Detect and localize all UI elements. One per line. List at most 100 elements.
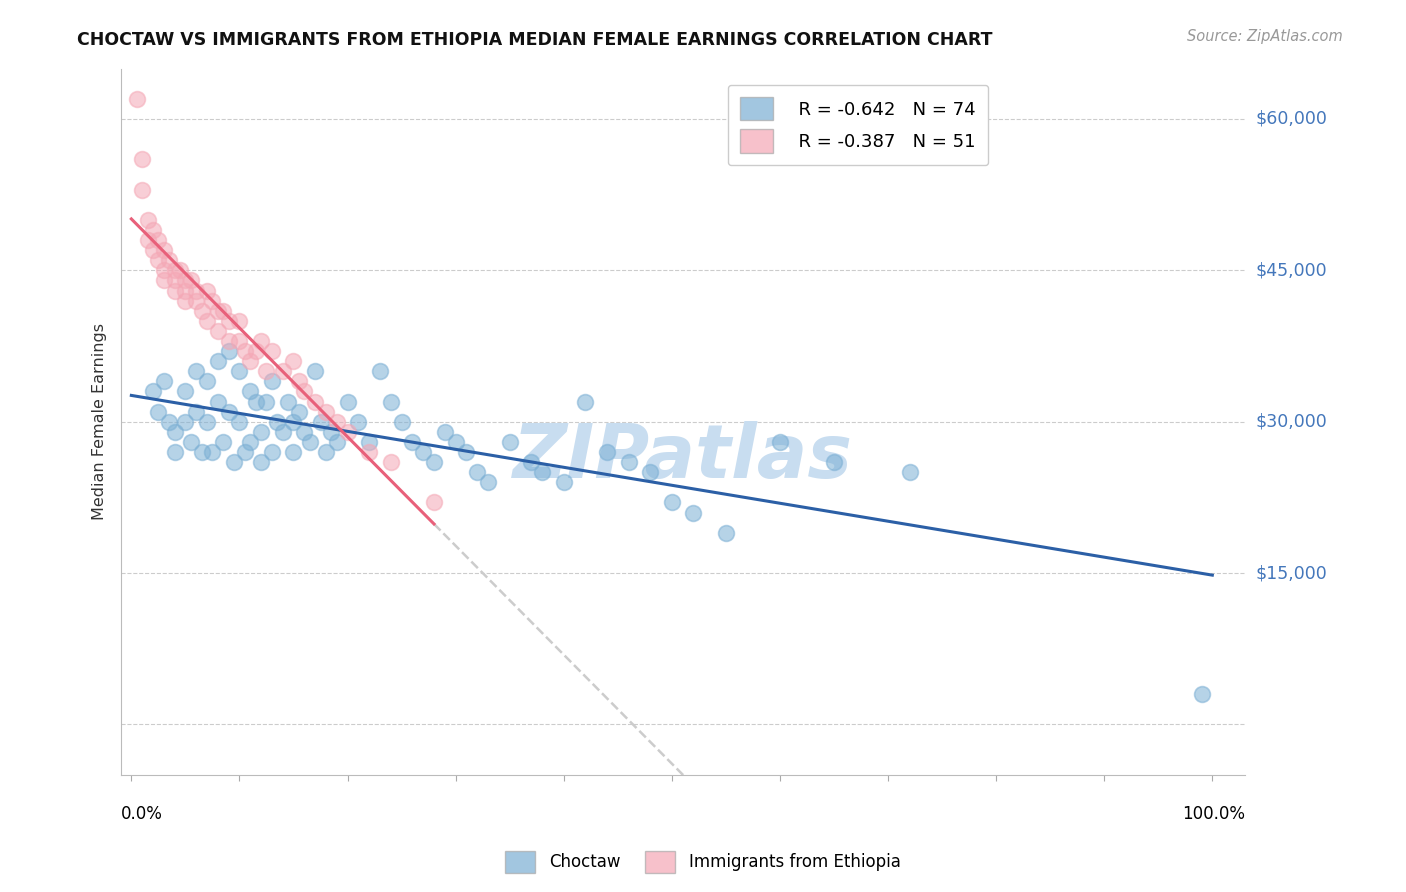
- Point: [423, 455, 446, 469]
- Point: [152, 263, 174, 277]
- Point: [163, 263, 186, 277]
- Point: [190, 445, 212, 459]
- Point: [212, 303, 235, 318]
- Point: [423, 495, 446, 509]
- Point: [186, 284, 208, 298]
- Point: [152, 375, 174, 389]
- Point: [195, 415, 218, 429]
- Point: [520, 455, 543, 469]
- Point: [477, 475, 499, 490]
- Point: [714, 525, 737, 540]
- Point: [250, 455, 273, 469]
- Point: [465, 465, 488, 479]
- Point: [228, 334, 250, 348]
- Point: [174, 284, 197, 298]
- Point: [180, 273, 202, 287]
- Point: [456, 445, 478, 459]
- Point: [169, 263, 191, 277]
- Point: [277, 394, 299, 409]
- Point: [638, 465, 661, 479]
- Point: [228, 415, 250, 429]
- Point: [148, 233, 170, 247]
- Point: [823, 455, 845, 469]
- Point: [239, 384, 262, 399]
- Point: [292, 384, 315, 399]
- Point: [315, 445, 337, 459]
- Point: [218, 314, 240, 328]
- Point: [682, 506, 704, 520]
- Point: [298, 434, 321, 449]
- Point: [233, 445, 256, 459]
- Point: [239, 434, 262, 449]
- Point: [233, 344, 256, 359]
- Point: [152, 243, 174, 257]
- Text: ZIPatlas: ZIPatlas: [513, 420, 852, 493]
- Point: [195, 314, 218, 328]
- Point: [617, 455, 640, 469]
- Point: [136, 213, 159, 227]
- Point: [412, 445, 434, 459]
- Point: [142, 384, 165, 399]
- Point: [245, 394, 267, 409]
- Point: [391, 415, 413, 429]
- Point: [283, 415, 305, 429]
- Text: $45,000: $45,000: [1256, 261, 1327, 279]
- Point: [256, 394, 278, 409]
- Point: [163, 273, 186, 287]
- Point: [304, 394, 326, 409]
- Point: [163, 445, 186, 459]
- Point: [661, 495, 683, 509]
- Point: [131, 153, 153, 167]
- Point: [596, 445, 619, 459]
- Point: [212, 434, 235, 449]
- Point: [195, 284, 218, 298]
- Point: [401, 434, 423, 449]
- Point: [163, 425, 186, 439]
- Point: [271, 425, 294, 439]
- Point: [283, 445, 305, 459]
- Text: CHOCTAW VS IMMIGRANTS FROM ETHIOPIA MEDIAN FEMALE EARNINGS CORRELATION CHART: CHOCTAW VS IMMIGRANTS FROM ETHIOPIA MEDI…: [77, 31, 993, 49]
- Point: [222, 455, 245, 469]
- Point: [250, 425, 273, 439]
- Point: [142, 223, 165, 237]
- Point: [148, 253, 170, 268]
- Point: [228, 364, 250, 378]
- Point: [444, 434, 467, 449]
- Text: Source: ZipAtlas.com: Source: ZipAtlas.com: [1187, 29, 1343, 44]
- Point: [218, 334, 240, 348]
- Point: [186, 293, 208, 308]
- Point: [898, 465, 921, 479]
- Point: [148, 404, 170, 418]
- Text: $30,000: $30,000: [1256, 413, 1327, 431]
- Point: [207, 394, 229, 409]
- Point: [325, 415, 347, 429]
- Point: [288, 404, 311, 418]
- Point: [157, 253, 180, 268]
- Point: [315, 404, 337, 418]
- Point: [131, 183, 153, 197]
- Point: [157, 415, 180, 429]
- Point: [228, 314, 250, 328]
- Point: [136, 233, 159, 247]
- Point: [174, 293, 197, 308]
- Point: [359, 445, 381, 459]
- Legend: Choctaw, Immigrants from Ethiopia: Choctaw, Immigrants from Ethiopia: [499, 845, 907, 880]
- Point: [260, 445, 283, 459]
- Point: [336, 425, 359, 439]
- Point: [207, 354, 229, 368]
- Point: [325, 434, 347, 449]
- Point: [531, 465, 554, 479]
- Point: [125, 92, 148, 106]
- Legend:   R = -0.642   N = 74,   R = -0.387   N = 51: R = -0.642 N = 74, R = -0.387 N = 51: [727, 85, 988, 165]
- Point: [292, 425, 315, 439]
- Text: $60,000: $60,000: [1256, 110, 1327, 128]
- Point: [574, 394, 596, 409]
- Point: [553, 475, 575, 490]
- Point: [283, 354, 305, 368]
- Text: 0.0%: 0.0%: [121, 805, 163, 823]
- Point: [336, 394, 359, 409]
- Point: [260, 344, 283, 359]
- Point: [433, 425, 456, 439]
- Point: [260, 375, 283, 389]
- Point: [250, 334, 273, 348]
